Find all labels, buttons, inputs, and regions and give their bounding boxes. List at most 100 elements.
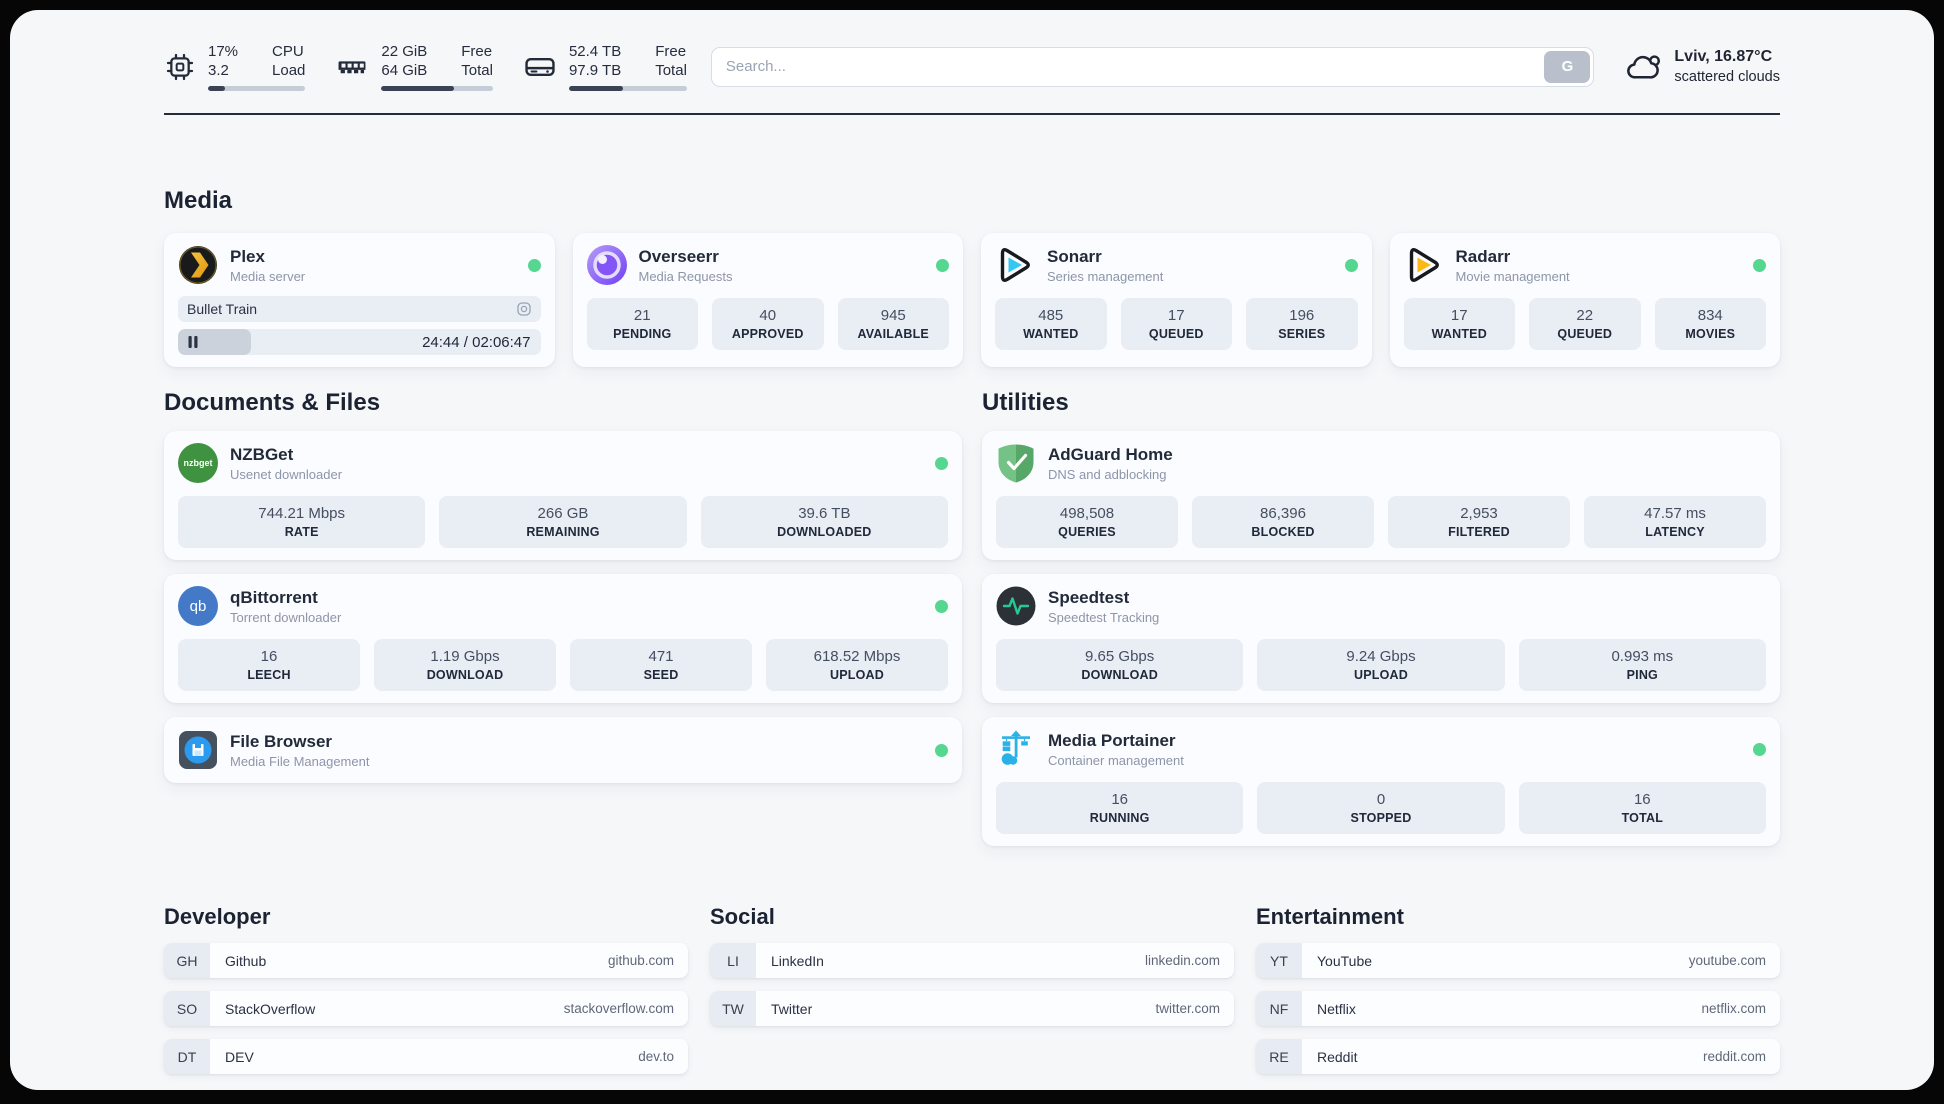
app-card-speedtest[interactable]: Speedtest Speedtest Tracking 9.65 Gbps D…	[982, 574, 1780, 703]
nzbget-icon: NZBGet	[178, 443, 218, 483]
memory-progress-bar	[381, 86, 493, 91]
bookmark-group-entertainment: Entertainment YT YouTube youtube.com NF …	[1256, 904, 1780, 1074]
stat-running: 16 RUNNING	[996, 782, 1244, 834]
session-icon	[516, 301, 532, 317]
bookmark-badge: SO	[164, 991, 210, 1026]
bookmark-dev[interactable]: DT DEV dev.to	[164, 1039, 688, 1074]
app-card-nzbget[interactable]: NZBGet NZBGet Usenet downloader 744.21 M…	[164, 431, 962, 560]
stat-blocked: 86,396 BLOCKED	[1192, 496, 1374, 548]
app-card-adguard[interactable]: AdGuard Home DNS and adblocking 498,508 …	[982, 431, 1780, 560]
bookmark-badge: LI	[710, 943, 756, 978]
cpu-load-value: 3.2	[208, 62, 229, 79]
bookmark-netflix[interactable]: NF Netflix netflix.com	[1256, 991, 1780, 1026]
sonarr-icon	[995, 245, 1035, 285]
bookmark-youtube[interactable]: YT YouTube youtube.com	[1256, 943, 1780, 978]
app-subtitle: Speedtest Tracking	[1048, 609, 1160, 625]
bookmark-badge: RE	[1256, 1039, 1302, 1074]
media-grid: Plex Media server Bullet Train	[164, 233, 1780, 367]
memory-free-value: 22 GiB	[381, 43, 428, 60]
qbittorrent-icon: qb	[178, 586, 218, 626]
adguard-icon	[996, 443, 1036, 483]
plex-now-playing: Bullet Train	[178, 296, 541, 322]
status-online-dot	[935, 743, 948, 757]
app-card-sonarr[interactable]: Sonarr Series management 485 WANTED 17 Q…	[981, 233, 1372, 367]
search-input[interactable]	[711, 58, 1545, 75]
app-subtitle: Usenet downloader	[230, 466, 343, 482]
stat-seed: 471 SEED	[570, 639, 752, 691]
stat-leech: 16 LEECH	[178, 639, 360, 691]
section-title-media: Media	[164, 187, 233, 214]
storage-progress-bar	[568, 86, 687, 91]
status-online-dot	[1753, 742, 1766, 756]
app-title: Plex	[230, 246, 265, 266]
stat-download: 9.65 Gbps DOWNLOAD	[996, 639, 1244, 691]
plex-playback-progress: 24:44 / 02:06:47	[178, 329, 541, 355]
utilities-column: Utilities	[982, 389, 1780, 846]
app-title: Radarr	[1455, 246, 1511, 266]
app-card-overseerr[interactable]: Overseerr Media Requests 21 PENDING 40 A…	[572, 233, 963, 367]
stat-upload: 618.52 Mbps UPLOAD	[766, 639, 948, 691]
bookmark-group-developer: Developer GH Github github.com SO StackO…	[164, 904, 688, 1074]
bookmark-github[interactable]: GH Github github.com	[164, 943, 688, 978]
cpu-metric: 17% 3.2 CPU Load	[164, 42, 306, 91]
app-card-filebrowser[interactable]: File Browser Media File Management	[164, 717, 962, 783]
cpu-label: CPU	[272, 43, 304, 60]
bookmark-linkedin[interactable]: LI LinkedIn linkedin.com	[710, 943, 1234, 978]
app-title: Speedtest	[1048, 587, 1130, 607]
stat-queued: 17 QUEUED	[1120, 298, 1232, 350]
top-bar: 17% 3.2 CPU Load	[164, 42, 1780, 91]
search-engine-button[interactable]: G	[1544, 50, 1591, 83]
status-online-dot	[935, 599, 948, 613]
weather-widget: Lviv, 16.87°C scattered clouds	[1624, 47, 1780, 87]
stat-downloaded: 39.6 TB DOWNLOADED	[700, 496, 948, 548]
memory-total-label: Total	[461, 62, 493, 79]
stat-remaining: 266 GB REMAINING	[439, 496, 687, 548]
bookmark-badge: GH	[164, 943, 210, 978]
bookmark-reddit[interactable]: RE Reddit reddit.com	[1256, 1039, 1780, 1074]
cpu-load-label: Load	[272, 62, 306, 79]
status-online-dot	[936, 258, 949, 272]
stat-wanted: 17 WANTED	[1403, 298, 1515, 350]
stat-available: 945 AVAILABLE	[837, 298, 949, 350]
memory-metric: 22 GiB 64 GiB Free Total	[335, 42, 493, 91]
app-subtitle: Torrent downloader	[230, 609, 342, 625]
system-metrics: 17% 3.2 CPU Load	[164, 42, 687, 91]
app-subtitle: Media File Management	[230, 753, 370, 769]
memory-icon	[335, 50, 369, 84]
now-playing-title: Bullet Train	[187, 301, 258, 317]
stat-series: 196 SERIES	[1246, 298, 1358, 350]
bookmark-twitter[interactable]: TW Twitter twitter.com	[710, 991, 1234, 1026]
app-card-radarr[interactable]: Radarr Movie management 17 WANTED 22 QUE…	[1389, 233, 1780, 367]
section-title-social: Social	[710, 904, 775, 929]
storage-free-label: Free	[655, 43, 687, 60]
memory-free-label: Free	[461, 43, 493, 60]
app-title: Media Portainer	[1048, 730, 1176, 750]
app-subtitle: Media server	[230, 268, 306, 284]
cpu-usage-value: 17%	[208, 43, 239, 60]
disk-icon	[523, 50, 557, 84]
stat-ping: 0.993 ms PING	[1518, 639, 1766, 691]
stat-queries: 498,508 QUERIES	[996, 496, 1178, 548]
stat-pending: 21 PENDING	[586, 298, 698, 350]
storage-metric: 52.4 TB 97.9 TB Free Total	[523, 42, 687, 91]
bookmark-badge: DT	[164, 1039, 210, 1074]
section-title-documents: Documents & Files	[164, 389, 381, 416]
cloud-icon	[1624, 48, 1662, 86]
app-title: Overseerr	[638, 246, 719, 266]
app-title: File Browser	[230, 731, 333, 751]
app-title: NZBGet	[230, 444, 294, 464]
app-card-qbittorrent[interactable]: qb qBittorrent Torrent downloader 16 LEE…	[164, 574, 962, 703]
search-bar[interactable]: G	[710, 46, 1595, 87]
stat-total: 16 TOTAL	[1518, 782, 1766, 834]
memory-total-value: 64 GiB	[381, 62, 428, 79]
dashboard-page: 17% 3.2 CPU Load	[10, 10, 1934, 1090]
app-card-plex[interactable]: Plex Media server Bullet Train	[164, 233, 555, 367]
bookmark-stackoverflow[interactable]: SO StackOverflow stackoverflow.com	[164, 991, 688, 1026]
stat-queued: 22 QUEUED	[1529, 298, 1641, 350]
app-title: Sonarr	[1047, 246, 1102, 266]
status-online-dot	[935, 456, 948, 470]
stat-rate: 744.21 Mbps RATE	[178, 496, 426, 548]
app-subtitle: DNS and adblocking	[1048, 466, 1167, 482]
app-card-portainer[interactable]: Media Portainer Container management 16 …	[982, 717, 1780, 846]
stat-stopped: 0 STOPPED	[1257, 782, 1505, 834]
